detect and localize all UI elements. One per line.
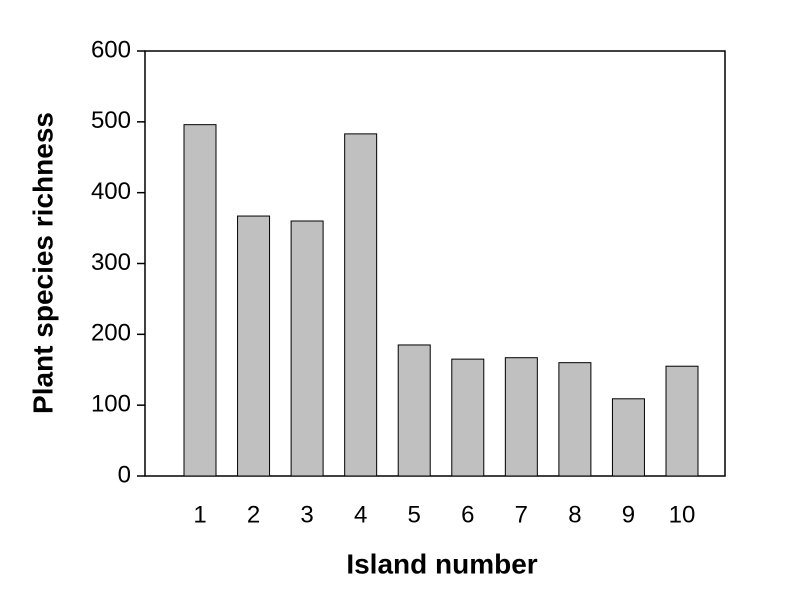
y-tick-label: 300: [91, 249, 131, 276]
bar: [504, 357, 538, 477]
x-tick-label: 5: [408, 501, 421, 528]
bar: [237, 215, 271, 477]
y-tick-label: 500: [91, 107, 131, 134]
x-axis-title: Island number: [346, 548, 537, 579]
x-tick-label: 1: [193, 501, 206, 528]
y-tick-label: 100: [91, 391, 131, 418]
bar: [611, 398, 645, 477]
x-tick-label: 9: [622, 501, 635, 528]
bar: [665, 365, 699, 477]
bar: [290, 220, 324, 477]
y-tick-label: 600: [91, 36, 131, 63]
bar: [397, 344, 431, 477]
x-tick-label: 8: [568, 501, 581, 528]
bar: [183, 124, 217, 477]
y-axis-title: Plant species richness: [27, 112, 58, 414]
x-tick-label: 6: [461, 501, 474, 528]
bar: [451, 358, 485, 477]
x-tick-label: 10: [669, 501, 696, 528]
x-tick-label: 7: [515, 501, 528, 528]
y-tick-label: 200: [91, 320, 131, 347]
y-tick-label: 400: [91, 178, 131, 205]
y-tick-label: 0: [118, 461, 131, 488]
x-tick-label: 3: [300, 501, 313, 528]
bar: [558, 362, 592, 477]
x-tick-label: 4: [354, 501, 367, 528]
bar: [344, 133, 378, 477]
x-tick-label: 2: [247, 501, 260, 528]
